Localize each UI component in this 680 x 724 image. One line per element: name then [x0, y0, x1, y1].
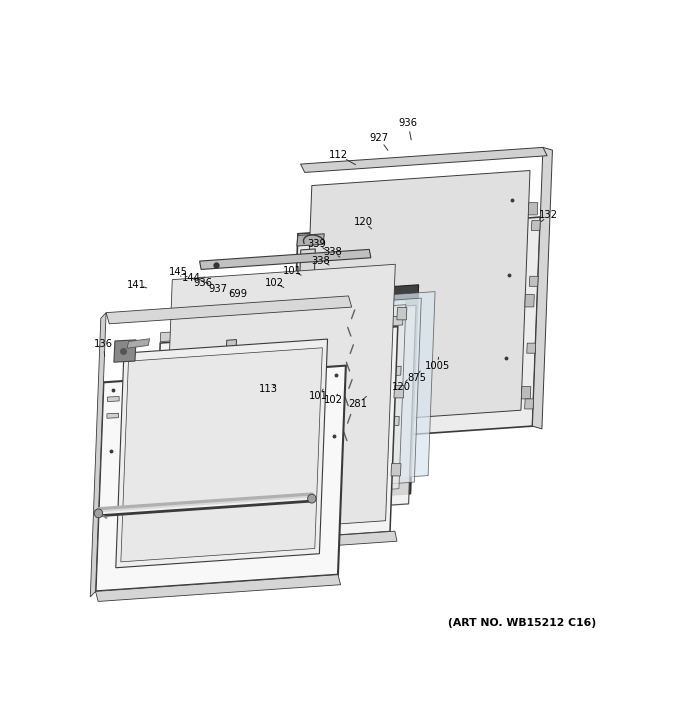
Polygon shape	[107, 413, 118, 418]
Polygon shape	[303, 171, 530, 425]
Text: 338: 338	[311, 256, 330, 266]
Polygon shape	[301, 148, 547, 172]
Polygon shape	[199, 249, 371, 269]
Polygon shape	[163, 264, 395, 536]
Polygon shape	[522, 387, 531, 399]
Text: 101: 101	[309, 391, 328, 401]
Polygon shape	[200, 305, 406, 502]
Polygon shape	[527, 343, 536, 353]
Polygon shape	[156, 416, 399, 442]
Text: 141: 141	[127, 279, 146, 290]
Text: 101: 101	[283, 266, 302, 276]
Text: 936: 936	[194, 278, 213, 288]
Polygon shape	[106, 296, 352, 324]
Polygon shape	[154, 466, 397, 492]
Polygon shape	[525, 295, 534, 307]
Polygon shape	[229, 292, 435, 489]
Polygon shape	[531, 221, 541, 230]
Polygon shape	[152, 327, 398, 548]
Polygon shape	[127, 339, 150, 348]
Text: (ART NO. WB15212 C16): (ART NO. WB15212 C16)	[448, 618, 596, 628]
Polygon shape	[216, 298, 422, 496]
Polygon shape	[391, 463, 401, 476]
Polygon shape	[95, 366, 346, 592]
Text: 112: 112	[328, 150, 347, 160]
Circle shape	[95, 509, 103, 518]
Text: 102: 102	[324, 395, 343, 405]
Polygon shape	[199, 277, 211, 450]
Polygon shape	[397, 308, 407, 320]
Polygon shape	[114, 340, 136, 362]
Text: 102: 102	[265, 278, 284, 288]
Text: 136: 136	[94, 340, 113, 350]
Text: 144: 144	[182, 272, 201, 282]
Text: 338: 338	[323, 248, 342, 258]
Polygon shape	[152, 531, 397, 558]
Polygon shape	[192, 277, 205, 450]
Polygon shape	[162, 355, 171, 370]
Text: 145: 145	[169, 267, 188, 277]
Text: 699: 699	[228, 290, 248, 299]
Polygon shape	[107, 397, 119, 402]
Text: 113: 113	[259, 384, 278, 394]
Polygon shape	[156, 489, 166, 504]
Circle shape	[307, 494, 316, 503]
Polygon shape	[95, 575, 341, 602]
Polygon shape	[297, 234, 324, 246]
Text: 132: 132	[539, 210, 558, 220]
Text: 1005: 1005	[424, 361, 449, 371]
Polygon shape	[121, 348, 322, 562]
Polygon shape	[293, 249, 316, 450]
Text: 120: 120	[392, 382, 411, 392]
Polygon shape	[394, 386, 404, 398]
Polygon shape	[525, 399, 534, 409]
Polygon shape	[160, 316, 403, 342]
Polygon shape	[211, 277, 224, 450]
Polygon shape	[290, 217, 541, 443]
Text: 927: 927	[369, 133, 389, 143]
Polygon shape	[218, 300, 406, 492]
Polygon shape	[529, 277, 539, 286]
Polygon shape	[221, 340, 237, 494]
Text: 281: 281	[348, 398, 367, 408]
Polygon shape	[205, 285, 419, 508]
Polygon shape	[116, 339, 328, 568]
Polygon shape	[159, 422, 169, 437]
Polygon shape	[190, 306, 416, 519]
Text: 937: 937	[208, 284, 227, 294]
Text: 339: 339	[307, 239, 326, 249]
Polygon shape	[528, 203, 538, 215]
Text: 120: 120	[354, 216, 373, 227]
Text: 936: 936	[398, 118, 418, 128]
Polygon shape	[532, 148, 552, 429]
Text: 875: 875	[407, 373, 426, 383]
Polygon shape	[158, 366, 401, 392]
Polygon shape	[90, 313, 106, 597]
Polygon shape	[205, 277, 218, 450]
